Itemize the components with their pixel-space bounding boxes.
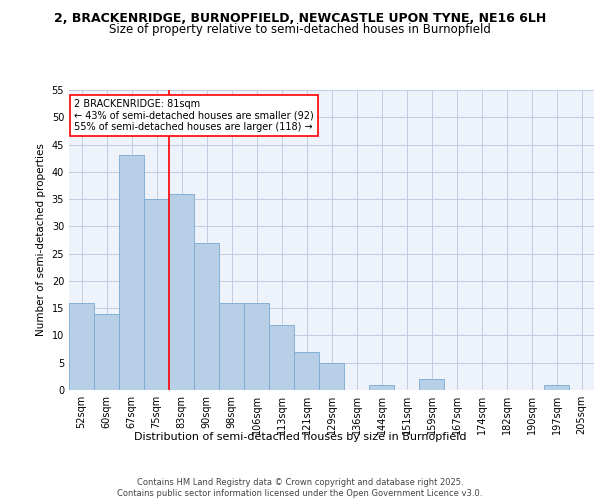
Text: Distribution of semi-detached houses by size in Burnopfield: Distribution of semi-detached houses by … (134, 432, 466, 442)
Bar (144, 199, 169, 390)
Bar (544, 384, 569, 390)
Bar (294, 352, 319, 390)
Bar (369, 384, 394, 390)
Text: 2 BRACKENRIDGE: 81sqm
← 43% of semi-detached houses are smaller (92)
55% of semi: 2 BRACKENRIDGE: 81sqm ← 43% of semi-deta… (74, 99, 314, 132)
Bar (194, 242, 219, 390)
Bar (69, 302, 94, 390)
Bar (94, 314, 119, 390)
Bar (419, 379, 444, 390)
Y-axis label: Number of semi-detached properties: Number of semi-detached properties (36, 144, 46, 336)
Text: Size of property relative to semi-detached houses in Burnopfield: Size of property relative to semi-detach… (109, 22, 491, 36)
Bar (244, 302, 269, 390)
Bar (169, 194, 194, 390)
Text: 2, BRACKENRIDGE, BURNOPFIELD, NEWCASTLE UPON TYNE, NE16 6LH: 2, BRACKENRIDGE, BURNOPFIELD, NEWCASTLE … (54, 12, 546, 26)
Bar (269, 324, 294, 390)
Bar (319, 362, 344, 390)
Bar (219, 302, 244, 390)
Bar (119, 156, 144, 390)
Text: Contains HM Land Registry data © Crown copyright and database right 2025.
Contai: Contains HM Land Registry data © Crown c… (118, 478, 482, 498)
